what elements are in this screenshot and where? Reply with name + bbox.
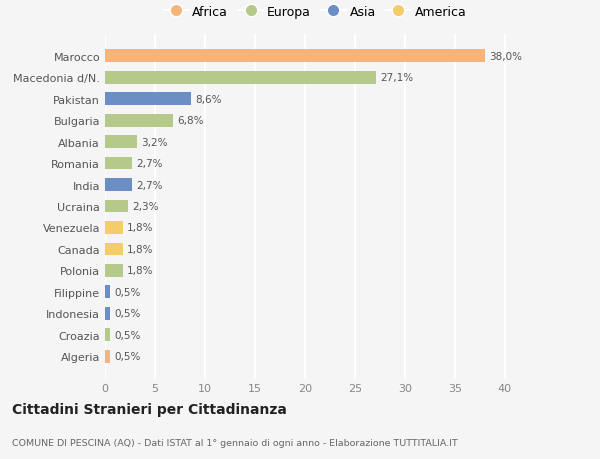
Bar	[105, 243, 123, 256]
Text: 0,5%: 0,5%	[114, 287, 140, 297]
Bar	[105, 50, 485, 63]
Text: COMUNE DI PESCINA (AQ) - Dati ISTAT al 1° gennaio di ogni anno - Elaborazione TU: COMUNE DI PESCINA (AQ) - Dati ISTAT al 1…	[12, 438, 458, 447]
Bar	[105, 307, 110, 320]
Text: 1,8%: 1,8%	[127, 223, 154, 233]
Text: 38,0%: 38,0%	[489, 51, 522, 62]
Bar	[105, 222, 123, 235]
Legend: Africa, Europa, Asia, America: Africa, Europa, Asia, America	[161, 3, 469, 21]
Bar	[105, 114, 173, 127]
Bar	[105, 72, 376, 84]
Text: 1,8%: 1,8%	[127, 266, 154, 276]
Bar	[105, 329, 110, 341]
Bar	[105, 286, 110, 299]
Bar	[105, 264, 123, 277]
Text: 2,7%: 2,7%	[136, 180, 163, 190]
Bar	[105, 350, 110, 363]
Bar	[105, 200, 128, 213]
Text: Cittadini Stranieri per Cittadinanza: Cittadini Stranieri per Cittadinanza	[12, 402, 287, 416]
Text: 27,1%: 27,1%	[380, 73, 413, 83]
Text: 0,5%: 0,5%	[114, 352, 140, 362]
Text: 2,7%: 2,7%	[136, 159, 163, 168]
Bar	[105, 93, 191, 106]
Bar	[105, 136, 137, 149]
Bar	[105, 157, 132, 170]
Text: 1,8%: 1,8%	[127, 245, 154, 254]
Text: 0,5%: 0,5%	[114, 309, 140, 319]
Bar	[105, 179, 132, 191]
Text: 2,3%: 2,3%	[132, 202, 158, 212]
Text: 8,6%: 8,6%	[195, 95, 221, 104]
Text: 3,2%: 3,2%	[141, 137, 167, 147]
Text: 6,8%: 6,8%	[177, 116, 203, 126]
Text: 0,5%: 0,5%	[114, 330, 140, 340]
